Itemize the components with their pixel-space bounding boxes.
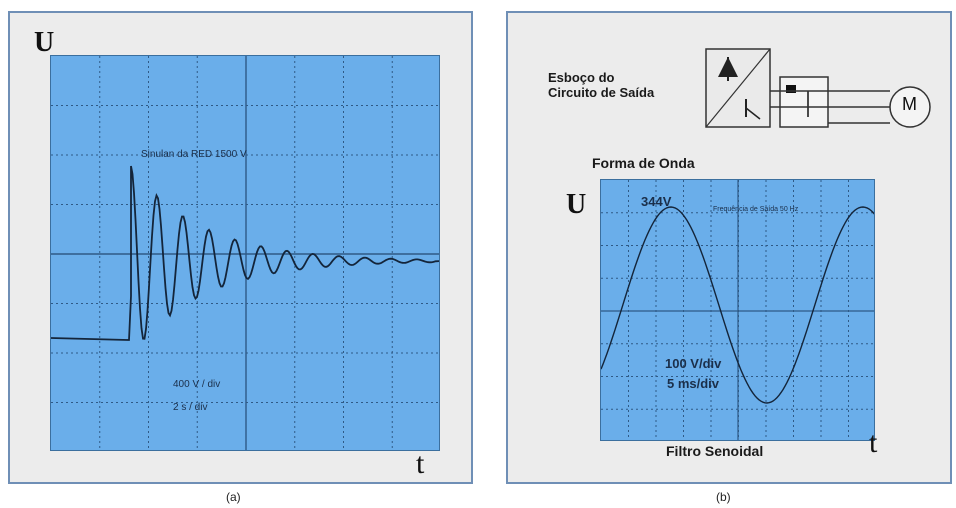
panel-b-waveform-plot — [601, 180, 874, 440]
panel-b-y-label: U — [566, 189, 587, 220]
panel-a-annotation-time: 2 s / div — [173, 402, 208, 413]
panel-a: U Sinulan da RED 1500 V 400 V / div 2 s … — [8, 11, 473, 484]
motor-label: M — [902, 94, 917, 114]
panel-b-oscilloscope: 344V Frequência de Saída 50 Hz 100 V/div… — [600, 179, 875, 441]
voltage-div-label: 100 V/div — [665, 356, 722, 371]
time-div-label: 5 ms/div — [667, 376, 720, 391]
filter-block — [779, 76, 829, 128]
panel-a-x-label: t — [416, 447, 425, 480]
panel-a-annotation-div: 400 V / div — [173, 379, 221, 390]
circuit-title: Esboço do Circuito de Saída — [548, 70, 655, 100]
peak-label: 344V — [641, 194, 672, 209]
waveform-title: Forma de Onda — [592, 155, 695, 171]
panel-b: Esboço do Circuito de Saída M Forma de O… — [506, 11, 952, 484]
panel-a-y-label: U — [34, 27, 55, 58]
motor-icon — [889, 86, 931, 128]
panel-b-caption: (b) — [716, 490, 731, 504]
panel-a-caption: (a) — [226, 490, 241, 504]
panel-a-waveform-plot — [51, 56, 439, 450]
panel-a-annotation-top: Sinulan da RED 1500 V — [141, 149, 247, 160]
panel-a-oscilloscope: Sinulan da RED 1500 V 400 V / div 2 s / … — [50, 55, 440, 451]
filter-label: Filtro Senoidal — [666, 443, 764, 459]
sine-output-trace — [601, 206, 874, 404]
frequency-label: Frequência de Saída 50 Hz — [713, 206, 799, 213]
step-response-trace — [51, 165, 439, 341]
panel-b-x-label: t — [869, 426, 878, 459]
output-circuit-sketch — [705, 48, 931, 128]
